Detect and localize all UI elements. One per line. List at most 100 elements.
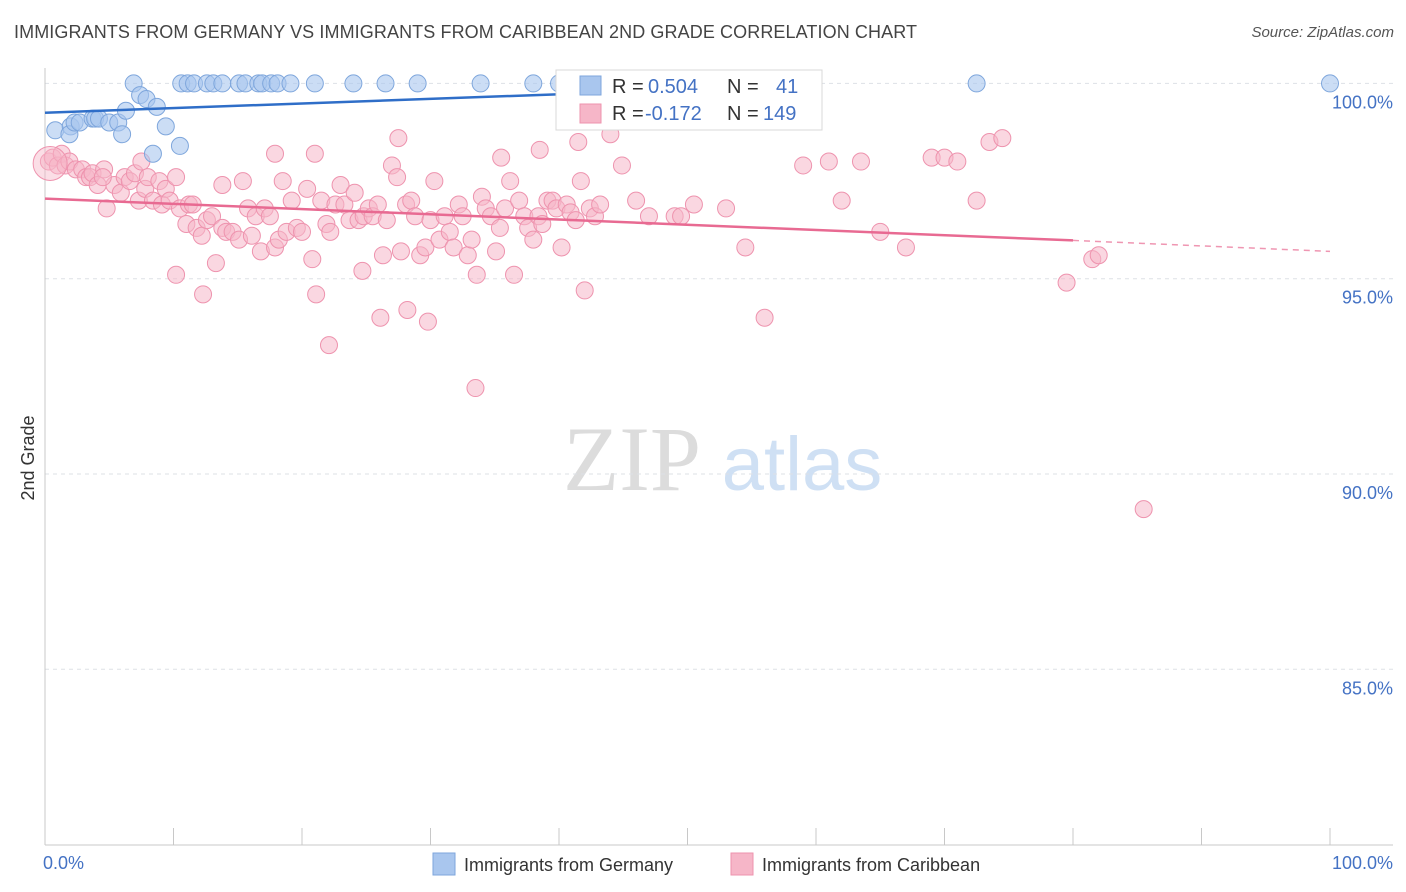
watermark-atlas: atlas bbox=[722, 422, 883, 507]
caribbean-point-91 bbox=[467, 265, 486, 284]
stats-n-label-germany: N = bbox=[727, 76, 759, 98]
caribbean-point-109 bbox=[552, 238, 571, 257]
bottom-legend: Immigrants from Germany Immigrants from … bbox=[432, 852, 980, 876]
legend-swatch-caribbean bbox=[730, 852, 754, 876]
germany-point-33 bbox=[344, 74, 363, 93]
caribbean-point-123 bbox=[684, 195, 703, 214]
germany-point-34 bbox=[376, 74, 395, 93]
caribbean-point-145 bbox=[389, 129, 408, 148]
caribbean-point-114 bbox=[575, 281, 594, 300]
caribbean-point-36 bbox=[206, 254, 225, 273]
germany-point-35 bbox=[408, 74, 427, 93]
stats-swatch-caribbean bbox=[579, 103, 602, 124]
caribbean-trend-line bbox=[44, 197, 1074, 242]
caribbean-point-77 bbox=[402, 191, 421, 210]
caribbean-point-148 bbox=[569, 133, 588, 152]
caribbean-point-82 bbox=[425, 172, 444, 191]
caribbean-point-153 bbox=[353, 261, 372, 280]
stats-legend: R = 0.504 N = 41 R = -0.172 N = 149 bbox=[555, 69, 823, 131]
caribbean-point-118 bbox=[612, 156, 631, 175]
caribbean-point-52 bbox=[282, 191, 301, 210]
caribbean-point-138 bbox=[993, 129, 1012, 148]
germany-point-41 bbox=[1321, 74, 1339, 93]
y-tick-label-2: 95.0% bbox=[1342, 288, 1393, 308]
stats-swatch-germany bbox=[579, 75, 602, 96]
caribbean-point-136 bbox=[967, 191, 986, 210]
caribbean-point-89 bbox=[458, 246, 477, 265]
stats-r-value-germany: 0.504 bbox=[648, 76, 698, 98]
caribbean-point-96 bbox=[490, 218, 509, 237]
caribbean-point-47 bbox=[260, 207, 279, 226]
y-tick-labels: 85.0% 90.0% 95.0% 100.0% bbox=[1332, 92, 1393, 698]
caribbean-point-55 bbox=[298, 179, 317, 198]
caribbean-point-78 bbox=[406, 207, 425, 226]
caribbean-point-33 bbox=[192, 226, 211, 245]
germany-point-31 bbox=[281, 74, 300, 93]
caribbean-point-157 bbox=[466, 379, 485, 398]
stats-n-value-germany: 41 bbox=[776, 76, 798, 98]
caribbean-point-56 bbox=[303, 250, 322, 269]
germany-point-17 bbox=[156, 117, 175, 136]
caribbean-point-71 bbox=[373, 246, 392, 265]
caribbean-point-159 bbox=[167, 265, 186, 284]
axes bbox=[44, 68, 1393, 846]
germany-points bbox=[46, 74, 1339, 163]
stats-r-value-caribbean: -0.172 bbox=[645, 103, 702, 125]
caribbean-point-141 bbox=[1089, 246, 1108, 265]
caribbean-point-135 bbox=[948, 152, 967, 171]
germany-point-40 bbox=[967, 74, 986, 93]
germany-point-32 bbox=[305, 74, 324, 93]
caribbean-point-86 bbox=[444, 238, 463, 257]
caribbean-point-130 bbox=[851, 152, 870, 171]
gridlines bbox=[45, 82, 1393, 670]
caribbean-point-152 bbox=[93, 168, 112, 187]
germany-point-24 bbox=[213, 74, 232, 93]
caribbean-point-124 bbox=[717, 199, 736, 218]
caribbean-point-74 bbox=[388, 168, 407, 187]
caribbean-point-57 bbox=[307, 285, 326, 304]
caribbean-point-95 bbox=[487, 242, 506, 261]
germany-point-18 bbox=[170, 136, 189, 155]
caribbean-point-75 bbox=[391, 242, 410, 261]
legend-label-caribbean: Immigrants from Caribbean bbox=[762, 855, 980, 875]
caribbean-point-160 bbox=[194, 285, 213, 304]
caribbean-point-80 bbox=[416, 238, 435, 257]
caribbean-point-85 bbox=[440, 222, 459, 241]
chart-source: Source: ZipAtlas.com bbox=[1251, 24, 1394, 41]
caribbean-point-72 bbox=[377, 211, 396, 230]
germany-point-37 bbox=[524, 74, 543, 93]
caribbean-point-54 bbox=[293, 222, 311, 241]
caribbean-point-120 bbox=[639, 207, 658, 226]
caribbean-point-35 bbox=[203, 207, 222, 226]
caribbean-point-27 bbox=[167, 168, 186, 187]
germany-point-16 bbox=[147, 97, 166, 116]
stats-n-value-caribbean: 149 bbox=[763, 103, 796, 125]
caribbean-point-147 bbox=[530, 140, 549, 159]
legend-swatch-germany bbox=[432, 852, 456, 876]
caribbean-point-65 bbox=[345, 183, 364, 202]
y-tick-label-3: 100.0% bbox=[1332, 92, 1393, 112]
chart-title: IMMIGRANTS FROM GERMANY VS IMMIGRANTS FR… bbox=[14, 22, 918, 42]
caribbean-point-50 bbox=[273, 172, 292, 191]
caribbean-trend-extension bbox=[1072, 239, 1331, 253]
caribbean-point-90 bbox=[462, 230, 481, 249]
y-axis-label: 2nd Grade bbox=[18, 415, 38, 500]
caribbean-point-150 bbox=[213, 175, 232, 194]
caribbean-point-142 bbox=[1134, 500, 1153, 519]
x-tick-label-1: 100.0% bbox=[1332, 853, 1393, 873]
caribbean-point-154 bbox=[371, 308, 390, 327]
caribbean-point-155 bbox=[398, 300, 417, 319]
y-tick-label-1: 90.0% bbox=[1342, 483, 1393, 503]
watermark: ZIP atlas bbox=[563, 408, 882, 510]
caribbean-point-119 bbox=[627, 191, 646, 210]
caribbean-point-99 bbox=[505, 265, 524, 284]
caribbean-point-41 bbox=[233, 172, 252, 191]
caribbean-point-113 bbox=[571, 172, 590, 191]
germany-point-36 bbox=[471, 74, 490, 93]
y-tick-label-0: 85.0% bbox=[1342, 678, 1393, 698]
caribbean-point-129 bbox=[832, 191, 851, 210]
caribbean-point-117 bbox=[591, 195, 610, 214]
caribbean-point-43 bbox=[242, 226, 261, 245]
caribbean-point-128 bbox=[819, 152, 838, 171]
